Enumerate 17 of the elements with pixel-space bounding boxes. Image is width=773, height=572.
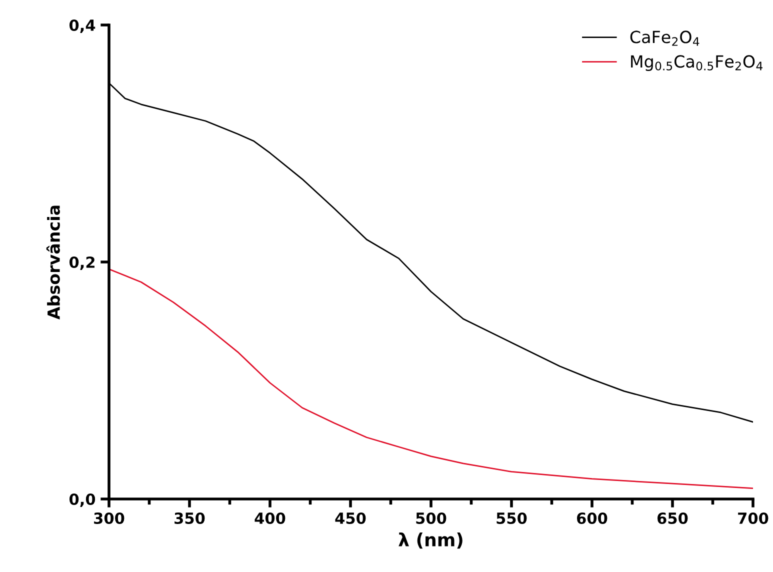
y-axis-title: Absorvância: [46, 206, 60, 320]
x-tick-label: 550: [496, 512, 527, 524]
x-tick-label: 500: [416, 512, 446, 524]
x-tick-label: 350: [174, 512, 205, 524]
line-series: [109, 268, 753, 490]
y-tick-label: 0,2: [69, 256, 94, 270]
legend-label: CaFe$_{2}$O$_{4}$: [630, 30, 700, 46]
x-tick-label: 400: [254, 512, 286, 524]
y-tick-label: 0,0: [69, 493, 96, 507]
x-tick-label: 650: [658, 512, 688, 524]
x-tick-label: 300: [94, 512, 124, 524]
x-tick-label: 600: [577, 512, 608, 524]
x-tick-label: 700: [738, 512, 768, 524]
x-tick-label: 450: [335, 512, 366, 524]
y-tick-label: 0,4: [69, 19, 96, 33]
legend-label: Mg$_{0.5}$Ca$_{0.5}$Fe$_{2}$O$_{4}$: [631, 55, 762, 71]
x-axis-title: λ (nm): [398, 532, 462, 549]
